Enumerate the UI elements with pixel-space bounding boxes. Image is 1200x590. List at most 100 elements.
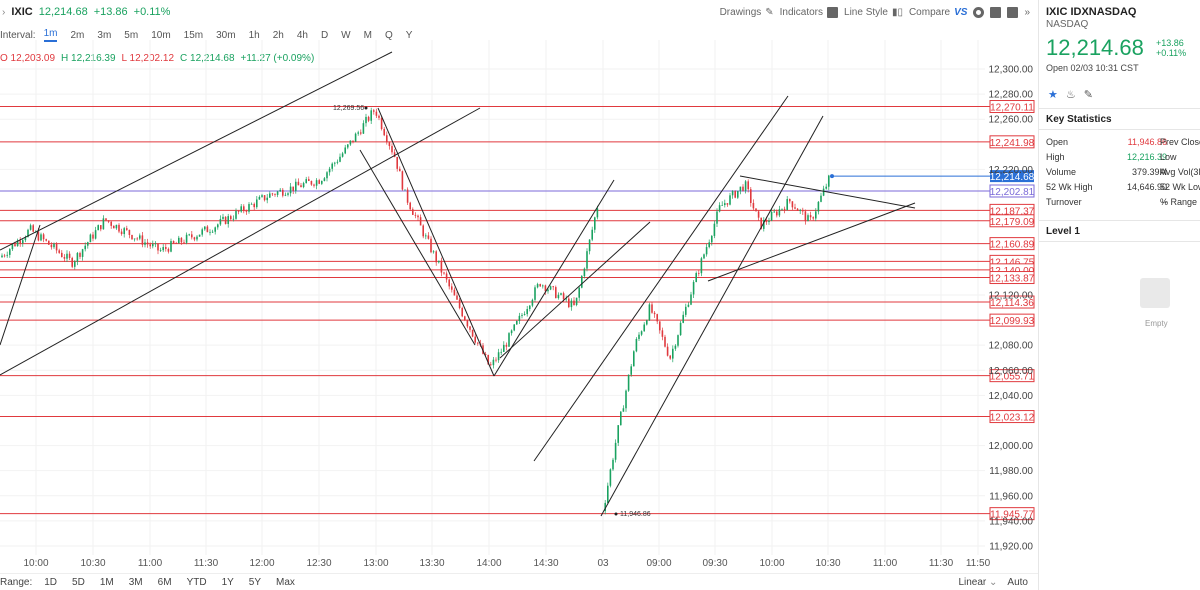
candle-body (29, 225, 32, 230)
trendline (499, 221, 651, 359)
candle-body (609, 469, 612, 486)
candle-body (318, 180, 320, 184)
level-label-box (989, 313, 1035, 327)
gear-icon[interactable] (973, 6, 985, 18)
candle-body (123, 228, 125, 235)
candle-body (471, 329, 474, 337)
symbol-label[interactable]: IXIC (11, 6, 33, 18)
candle-body (326, 172, 328, 179)
candle-body (523, 314, 526, 315)
interval-2m[interactable]: 2m (70, 29, 85, 41)
candle-body (58, 250, 60, 253)
candle-body (768, 220, 770, 223)
candle-body (375, 111, 378, 116)
candle-body (474, 336, 476, 343)
y-tick-label: 11,980.00 (989, 466, 1033, 477)
interval-15m[interactable]: 15m (183, 29, 204, 41)
panel-change: +13.86 (1156, 38, 1184, 48)
candle-body (131, 234, 133, 240)
candle-body (84, 245, 86, 250)
candle-body (209, 231, 211, 233)
candle-body (562, 293, 565, 300)
trendlines[interactable]: 12,269.56 11,946.86 (0, 51, 916, 518)
candle-body (159, 250, 162, 251)
candle-body (16, 240, 19, 247)
candle-body (102, 218, 105, 230)
range-3m[interactable]: 3M (128, 576, 143, 588)
edit-icon[interactable]: ✎ (1083, 89, 1093, 101)
interval-30m[interactable]: 30m (216, 29, 236, 41)
scale-controls: Linear ⌄ Auto (958, 574, 1028, 590)
interval-m[interactable]: M (363, 29, 372, 41)
quote-panel: IXIC IDXNASDAQ NASDAQ 12,214.68 +13.86 +… (1038, 0, 1200, 590)
indicators-button[interactable]: Indicators (780, 6, 839, 18)
candle-body (531, 299, 534, 306)
compare-button[interactable]: Compare VS (909, 7, 967, 18)
candle-body (445, 273, 448, 280)
candle-body (487, 354, 489, 365)
candle-body (822, 188, 825, 196)
star-icon[interactable]: ★ (1048, 89, 1058, 101)
layout-icon[interactable] (990, 6, 1002, 18)
candle-body (552, 286, 554, 288)
candle-body (55, 243, 58, 251)
stat-key: Turnover (1046, 197, 1082, 207)
interval-5m[interactable]: 5m (124, 29, 139, 41)
interval-10m[interactable]: 10m (151, 29, 171, 41)
more-icon[interactable]: » (1024, 6, 1030, 18)
scale-select[interactable]: Linear ⌄ (958, 577, 997, 588)
candle-body (321, 180, 323, 184)
interval-q[interactable]: Q (384, 29, 393, 41)
interval-y[interactable]: Y (405, 29, 413, 41)
level-label: 12,160.89 (990, 240, 1035, 251)
interval-d[interactable]: D (320, 29, 329, 41)
x-tick-label: 14:30 (533, 558, 558, 569)
interval-selector: Interval: 1m 2m 3m 5m 10m 15m 30m 1h 2h … (0, 26, 425, 44)
chevron-right-icon[interactable]: › (2, 6, 6, 18)
range-1d[interactable]: 1D (44, 576, 58, 588)
interval-w[interactable]: W (341, 29, 351, 41)
interval-2h[interactable]: 2h (272, 29, 284, 41)
candle-body (427, 235, 430, 239)
drawings-button[interactable]: Drawings ✎ (720, 7, 774, 18)
range-1m[interactable]: 1M (99, 576, 114, 588)
candle-body (718, 205, 721, 212)
range-5y[interactable]: 5Y (248, 576, 262, 588)
candle-body (40, 234, 42, 241)
key-stats-header: Key Statistics (1039, 108, 1200, 130)
candle-body (315, 180, 318, 186)
candle-body (406, 189, 409, 203)
y-tick-label: 12,040.00 (989, 391, 1034, 402)
fullscreen-icon[interactable] (1007, 6, 1019, 18)
candle-body (63, 257, 66, 259)
candle-body (438, 260, 440, 263)
auto-button[interactable]: Auto (1007, 577, 1028, 588)
y-tick-label: 12,260.00 (989, 115, 1034, 126)
range-5d[interactable]: 5D (72, 576, 85, 588)
range-max[interactable]: Max (276, 576, 295, 588)
line-style-button[interactable]: Line Style ▮▯ (844, 7, 903, 18)
candle-body (638, 334, 640, 339)
interval-1m[interactable]: 1m (43, 28, 58, 42)
candle-body (607, 485, 609, 503)
interval-4h[interactable]: 4h (296, 29, 308, 41)
candle-body (666, 346, 669, 356)
stat-value: 11,946.86 (1127, 137, 1167, 147)
candle-body (305, 179, 307, 184)
candle-body (695, 272, 697, 283)
range-6m[interactable]: 6M (157, 576, 172, 588)
range-ytd[interactable]: YTD (186, 576, 207, 588)
candle-body (334, 162, 336, 164)
range-1y[interactable]: 1Y (221, 576, 234, 588)
interval-1h[interactable]: 1h (248, 29, 260, 41)
candle-body (729, 195, 731, 205)
candle-body (659, 321, 661, 331)
current-price-dot (830, 174, 834, 179)
candle-body (807, 215, 809, 222)
candle-body (687, 304, 690, 307)
candle-body (755, 208, 757, 212)
bell-icon[interactable]: ♨ (1065, 89, 1076, 101)
interval-3m[interactable]: 3m (97, 29, 112, 41)
